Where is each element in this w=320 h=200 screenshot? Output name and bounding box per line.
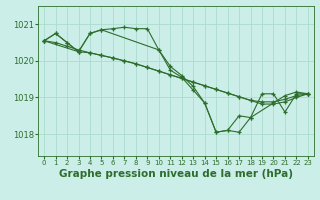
X-axis label: Graphe pression niveau de la mer (hPa): Graphe pression niveau de la mer (hPa): [59, 169, 293, 179]
